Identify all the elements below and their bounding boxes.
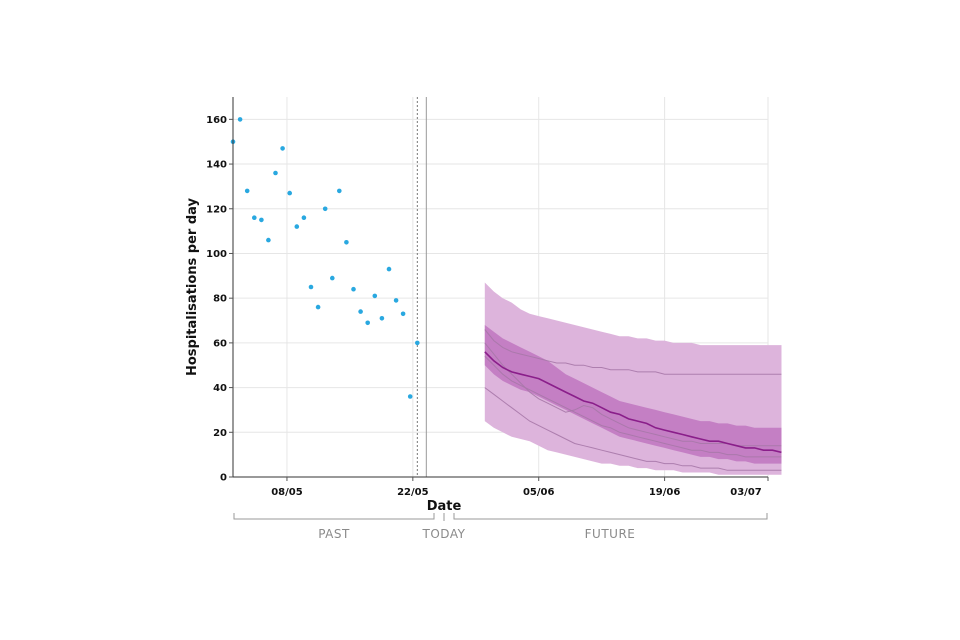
y-tick-label: 80 (213, 294, 227, 305)
observed-point (259, 217, 264, 223)
y-ticks: 0 20 40 60 80 100 120 140 160 (206, 115, 233, 484)
observed-point (358, 309, 363, 314)
sample-trajectory (484, 387, 782, 471)
observed-point (294, 224, 300, 229)
observed-point (386, 266, 392, 272)
y-tick-label: 140 (206, 160, 227, 171)
sample-trajectory (484, 355, 782, 458)
observed-point (322, 206, 328, 212)
observed-point (237, 117, 243, 122)
x-axis-title: Date (427, 499, 462, 514)
x-tick-label: 22/05 (397, 487, 429, 498)
observed-point (315, 304, 321, 310)
median-layer (484, 351, 782, 454)
period-label-past: PAST (318, 527, 350, 541)
sample-trajectory (484, 329, 782, 375)
inner-uncertainty-band (484, 325, 782, 464)
observed-point (273, 170, 278, 176)
y-tick-label: 60 (213, 338, 227, 349)
y-tick-label: 160 (206, 115, 227, 126)
axes (232, 97, 768, 478)
observed-point (337, 188, 342, 194)
y-axis-title: Hospitalisations per day (185, 197, 200, 376)
observed-point (379, 316, 385, 321)
observed-points (230, 117, 420, 399)
y-tick-label: 40 (213, 383, 227, 394)
observed-point (266, 237, 271, 243)
observed-point (365, 320, 371, 326)
observed-point (344, 240, 349, 245)
period-label-future: FUTURE (585, 527, 636, 541)
x-tick-label: 03/07 (730, 487, 762, 498)
observed-point (407, 394, 413, 399)
y-tick-label: 20 (213, 428, 227, 439)
observed-point (252, 215, 257, 220)
marker-layer (416, 97, 427, 477)
past-bracket (233, 513, 435, 520)
x-ticks: 08/05 22/05 05/06 19/06 03/07 (271, 477, 769, 498)
observed-point (400, 311, 406, 317)
observed-point (351, 286, 356, 292)
x-tick-label: 19/06 (649, 487, 681, 498)
x-tick-label: 08/05 (271, 487, 303, 498)
y-tick-label: 100 (206, 249, 227, 260)
observed-point (287, 190, 293, 196)
x-tick-label: 05/06 (523, 487, 555, 498)
observed-point (372, 293, 378, 299)
observed-point (308, 284, 314, 290)
inner-band-layer (484, 325, 782, 464)
median-forecast-line (484, 351, 782, 454)
observed-point (280, 146, 285, 151)
observed-point (330, 275, 335, 281)
observed-point (301, 215, 307, 220)
y-tick-label: 0 (220, 473, 227, 484)
y-tick-label: 120 (206, 204, 227, 215)
observed-point (244, 188, 250, 194)
observed-point (393, 298, 399, 303)
observed-point (415, 340, 420, 346)
period-brackets (233, 513, 768, 521)
period-label-today: TODAY (422, 527, 466, 541)
future-bracket (453, 513, 768, 520)
